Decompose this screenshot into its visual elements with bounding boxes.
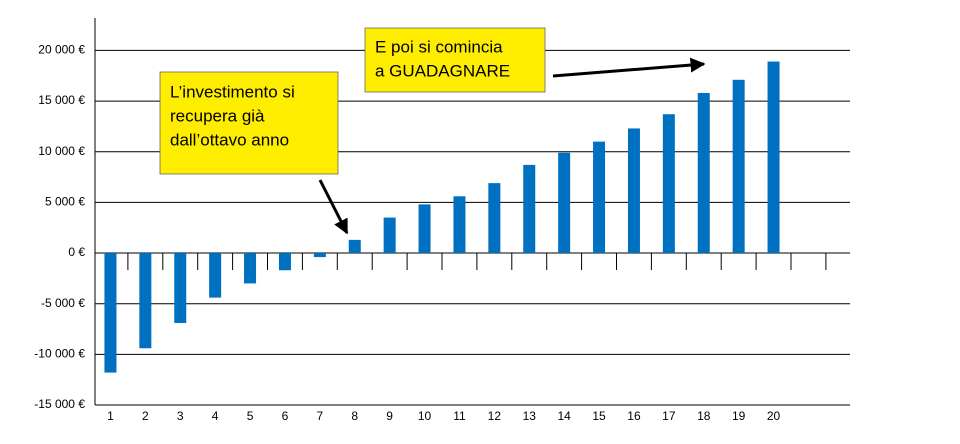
x-tick-label: 2 (142, 409, 149, 423)
bar (732, 79, 745, 254)
y-tick-label: 20 000 € (38, 43, 85, 57)
x-tick-label: 15 (592, 409, 606, 423)
x-tick-label: 17 (662, 409, 676, 423)
y-tick-label: -15 000 € (34, 397, 85, 411)
x-tick-label: 7 (317, 409, 324, 423)
annotation-text: L’investimento si (170, 82, 295, 101)
annotation-text: recupera già (170, 106, 265, 125)
x-tick-label: 11 (453, 409, 466, 423)
bar (453, 196, 466, 254)
x-tick-label: 13 (523, 409, 537, 423)
annotation-text: dall’ottavo anno (170, 130, 289, 149)
bar (662, 114, 675, 254)
x-tick-label: 8 (351, 409, 358, 423)
bar (104, 253, 117, 373)
y-tick-label: 0 € (68, 245, 85, 259)
x-tick-label: 19 (732, 409, 746, 423)
bar (418, 204, 431, 254)
x-tick-label: 4 (212, 409, 219, 423)
annotation-text: a GUADAGNARE (375, 61, 510, 80)
bar (697, 92, 710, 254)
bar (383, 217, 396, 254)
x-tick-label: 12 (488, 409, 502, 423)
arrow (552, 57, 706, 78)
bar (523, 164, 536, 254)
annotation-box (364, 27, 546, 93)
y-tick-label: 10 000 € (38, 144, 85, 158)
x-tick-label: 3 (177, 409, 184, 423)
bar (627, 128, 640, 254)
bar (348, 239, 361, 254)
bar (558, 152, 571, 254)
x-tick-label: 20 (767, 409, 781, 423)
x-tick-label: 5 (247, 409, 254, 423)
x-tick-label: 16 (627, 409, 641, 423)
bar (244, 253, 257, 284)
bar (174, 253, 187, 323)
y-tick-label: 15 000 € (38, 93, 85, 107)
annotation-box (159, 71, 339, 175)
bar (593, 141, 606, 254)
bar (313, 253, 326, 258)
x-tick-label: 14 (557, 409, 571, 423)
bar (139, 253, 152, 349)
annotation-text: E poi si comincia (375, 37, 503, 56)
x-tick-label: 10 (418, 409, 432, 423)
bar (209, 253, 222, 298)
bar (278, 253, 291, 271)
x-tick-label: 6 (282, 409, 289, 423)
x-tick-label: 9 (386, 409, 393, 423)
bar (488, 183, 501, 254)
bar (767, 61, 780, 254)
x-tick-label: 18 (697, 409, 711, 423)
y-tick-label: -10 000 € (34, 347, 85, 361)
x-tick-label: 1 (107, 409, 114, 423)
y-tick-label: -5 000 € (41, 296, 85, 310)
y-tick-label: 5 000 € (45, 195, 85, 209)
arrow (318, 179, 349, 235)
